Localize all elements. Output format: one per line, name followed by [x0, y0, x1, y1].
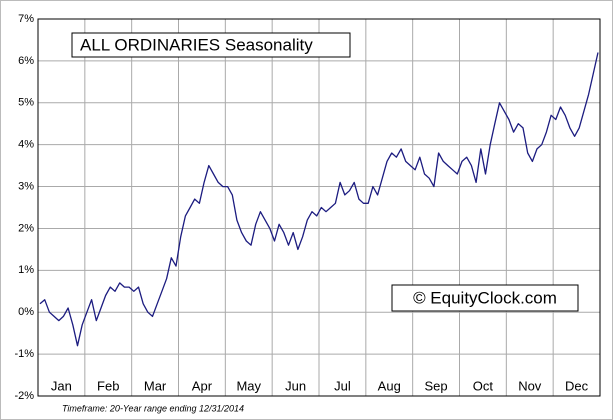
- y-tick-label: 7%: [18, 13, 34, 25]
- source: © EquityClock.com: [413, 288, 557, 307]
- x-tick-label: Jan: [51, 378, 72, 393]
- y-tick-label: 5%: [18, 97, 34, 109]
- y-tick-label: 3%: [18, 180, 34, 192]
- y-tick-label: 6%: [18, 55, 34, 67]
- x-tick-label: Sep: [425, 378, 448, 393]
- plot-border: [37, 18, 601, 397]
- x-tick-label: Apr: [192, 378, 213, 393]
- x-tick-label: Oct: [473, 378, 494, 393]
- x-tick-label: Dec: [565, 378, 589, 393]
- y-tick-label: 0%: [18, 306, 34, 318]
- y-tick-label: 2%: [18, 222, 34, 234]
- x-tick-label: Nov: [518, 378, 542, 393]
- chart-title: ALL ORDINARIES Seasonality: [80, 35, 313, 54]
- y-tick-label: -2%: [14, 390, 34, 402]
- x-tick-label: May: [236, 378, 261, 393]
- x-tick-label: Feb: [97, 378, 119, 393]
- y-tick-label: 1%: [18, 264, 34, 276]
- y-tick-label: -1%: [14, 348, 34, 360]
- x-tick-label: Jul: [334, 378, 351, 393]
- x-tick-label: Aug: [378, 378, 401, 393]
- x-tick-label: Jun: [285, 378, 306, 393]
- grid-layer: [38, 18, 600, 397]
- title-box: [71, 32, 351, 58]
- x-tick-label: Mar: [144, 378, 167, 393]
- source-box: [391, 284, 579, 312]
- series-line: [39, 52, 599, 347]
- y-tick-label: 4%: [18, 139, 34, 151]
- note: Timeframe: 20-Year range ending 12/31/20…: [62, 403, 244, 413]
